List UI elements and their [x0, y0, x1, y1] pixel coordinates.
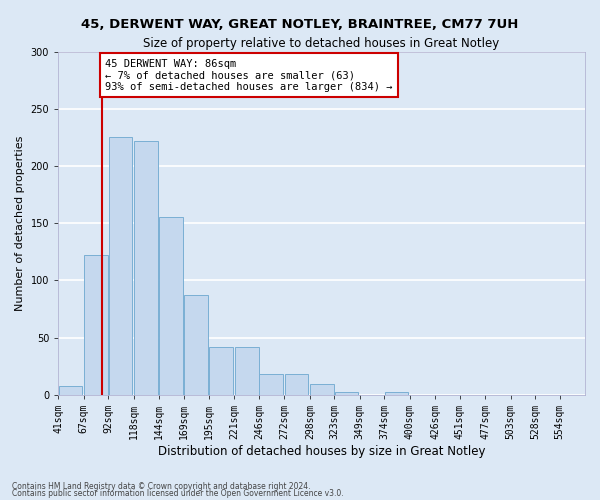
Bar — [259, 374, 283, 394]
Bar — [385, 392, 409, 394]
Bar — [235, 346, 259, 395]
X-axis label: Distribution of detached houses by size in Great Notley: Distribution of detached houses by size … — [158, 444, 485, 458]
Text: Contains HM Land Registry data © Crown copyright and database right 2024.: Contains HM Land Registry data © Crown c… — [12, 482, 311, 491]
Bar — [285, 374, 308, 394]
Bar — [109, 138, 132, 394]
Text: 45 DERWENT WAY: 86sqm
← 7% of detached houses are smaller (63)
93% of semi-detac: 45 DERWENT WAY: 86sqm ← 7% of detached h… — [105, 58, 393, 92]
Title: Size of property relative to detached houses in Great Notley: Size of property relative to detached ho… — [143, 38, 500, 51]
Bar — [209, 346, 233, 395]
Y-axis label: Number of detached properties: Number of detached properties — [15, 136, 25, 311]
Bar — [335, 392, 358, 394]
Bar — [310, 384, 334, 394]
Bar — [59, 386, 82, 394]
Text: Contains public sector information licensed under the Open Government Licence v3: Contains public sector information licen… — [12, 489, 344, 498]
Bar — [160, 218, 183, 394]
Text: 45, DERWENT WAY, GREAT NOTLEY, BRAINTREE, CM77 7UH: 45, DERWENT WAY, GREAT NOTLEY, BRAINTREE… — [82, 18, 518, 30]
Bar — [184, 295, 208, 394]
Bar — [134, 141, 158, 395]
Bar — [84, 255, 108, 394]
